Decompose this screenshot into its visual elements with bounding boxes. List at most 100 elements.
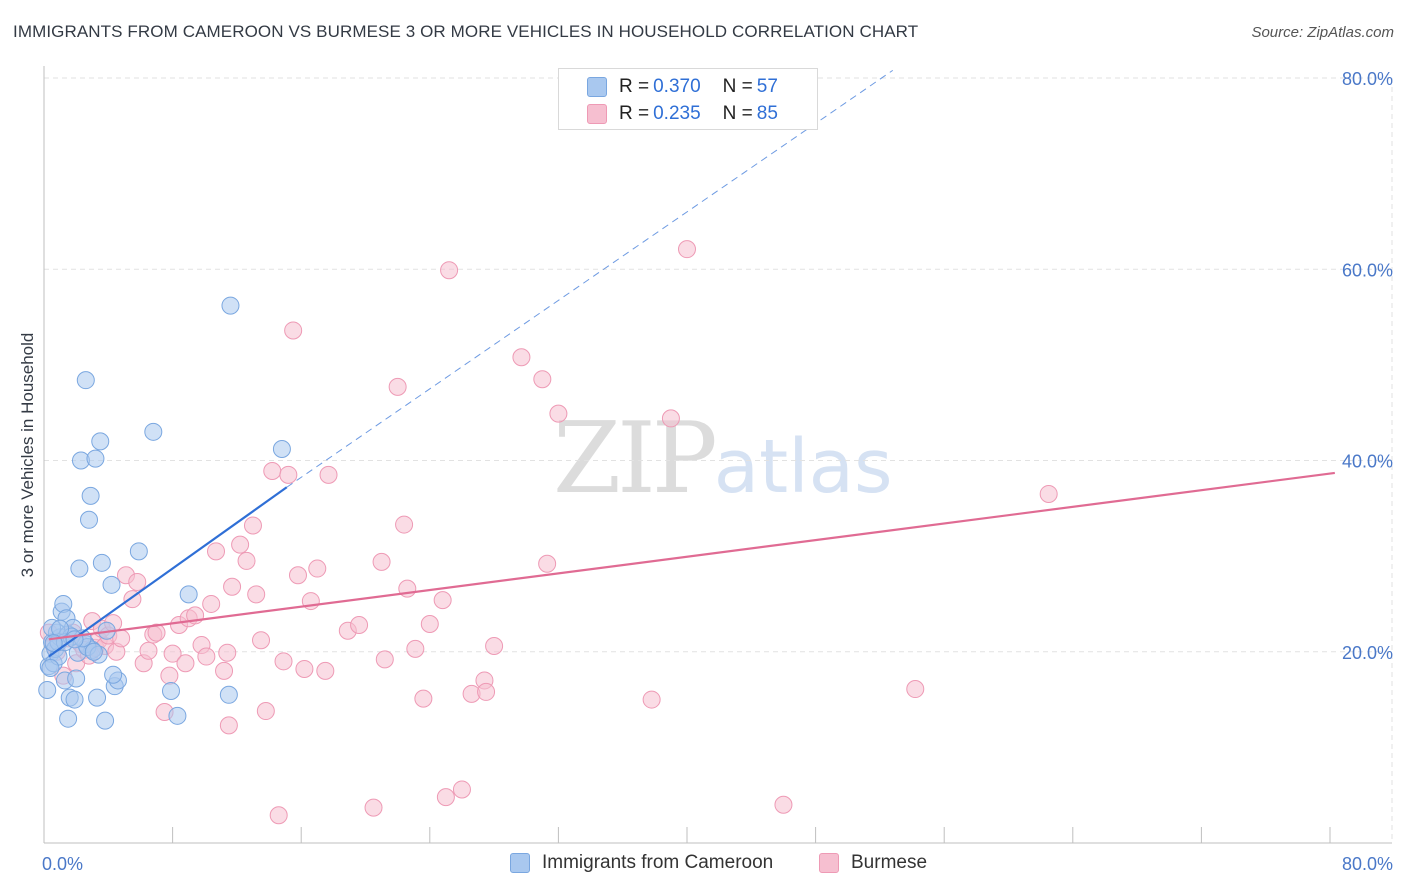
cameroon-legend-swatch (510, 853, 530, 873)
x-tick-label: 0.0% (42, 854, 83, 874)
burmese-point (160, 666, 179, 685)
r-label: R = (619, 103, 650, 124)
cameroon-point (221, 296, 240, 315)
series-legend-cameroon: Immigrants from Cameroon (510, 852, 773, 874)
cameroon-point (168, 706, 187, 725)
burmese-swatch (587, 104, 607, 124)
n-label: N = (722, 103, 753, 124)
x-tick-label: 80.0% (1342, 854, 1393, 874)
burmese-point (231, 535, 250, 554)
burmese-point (274, 652, 293, 671)
burmese-point (372, 552, 391, 571)
burmese-point (661, 409, 680, 428)
cameroon-point (219, 685, 238, 704)
burmese-point (440, 261, 459, 280)
burmese-point (433, 591, 452, 610)
chart-title: IMMIGRANTS FROM CAMEROON VS BURMESE 3 OR… (13, 22, 919, 41)
cameroon-r-value: 0.370 (653, 76, 701, 97)
cameroon-point (144, 422, 163, 441)
cameroon-trend-extension (286, 69, 894, 488)
watermark: ZIPatlas (553, 402, 893, 516)
burmese-point (218, 643, 237, 662)
burmese-point (395, 515, 414, 534)
y-tick-label: 60.0% (1342, 260, 1393, 280)
cameroon-point (91, 432, 110, 451)
cameroon-point (272, 440, 291, 459)
burmese-point (223, 577, 242, 596)
watermark-zip: ZIP (553, 402, 718, 516)
cameroon-point (96, 711, 115, 730)
burmese-point (678, 240, 696, 259)
burmese-point (906, 680, 925, 699)
cameroon-point (65, 690, 84, 709)
y-tick-label: 20.0% (1342, 643, 1393, 663)
cameroon-n-value: 57 (756, 76, 778, 97)
burmese-point (538, 554, 557, 573)
burmese-trend-line (48, 471, 1335, 641)
burmese-point (252, 631, 271, 650)
cameroon-point (81, 486, 100, 505)
burmese-point (284, 321, 303, 340)
burmese-point (316, 661, 335, 680)
cameroon-point (84, 642, 103, 661)
cameroon-point (59, 709, 78, 728)
burmese-point (237, 551, 256, 570)
burmese-point (774, 795, 793, 814)
stats-legend-row-cameroon: R = 0.370 N = 57 (587, 75, 778, 99)
burmese-legend-swatch (819, 853, 839, 873)
burmese-point (269, 806, 288, 825)
burmese-point (279, 465, 298, 484)
cameroon-swatch (587, 77, 607, 97)
stats-legend-row-burmese: R = 0.235 N = 85 (587, 102, 778, 126)
burmese-point (1039, 484, 1058, 503)
cameroon-point (70, 559, 89, 578)
burmese-point (176, 654, 195, 673)
burmese-point (642, 690, 661, 709)
burmese-point (420, 615, 439, 634)
source-label: Source: ZipAtlas.com (1251, 24, 1394, 41)
cameroon-point (80, 510, 99, 529)
y-tick-label: 40.0% (1342, 452, 1393, 472)
cameroon-point (179, 585, 198, 604)
burmese-point (197, 647, 216, 666)
burmese-point (247, 585, 266, 604)
cameroon-point (129, 542, 148, 561)
burmese-point (350, 615, 369, 634)
cameroon-point (76, 371, 95, 390)
cameroon-point (86, 449, 105, 468)
burmese-point (512, 348, 531, 367)
burmese-point (128, 572, 147, 591)
burmese-n-value: 85 (756, 103, 778, 124)
burmese-point (388, 377, 407, 396)
n-label: N = (722, 76, 753, 97)
burmese-point (139, 641, 158, 660)
cameroon-point (38, 681, 57, 699)
burmese-point (288, 566, 307, 585)
stats-legend: R = 0.370 N = 57 R = 0.235 N = 85 (558, 68, 818, 130)
cameroon-point (41, 659, 60, 678)
cameroon-point (104, 665, 123, 684)
burmese-point (147, 623, 166, 642)
burmese-point (452, 780, 471, 799)
burmese-point (406, 639, 425, 658)
burmese-point (256, 702, 275, 721)
cameroon-point (88, 688, 107, 707)
cameroon-legend-label: Immigrants from Cameroon (542, 852, 774, 873)
burmese-point (375, 650, 394, 669)
burmese-point (414, 689, 433, 708)
cameroon-point (67, 669, 86, 688)
burmese-point (364, 798, 383, 817)
burmese-legend-label: Burmese (851, 852, 928, 873)
burmese-point (295, 659, 314, 678)
burmese-point (215, 661, 234, 680)
watermark-atlas: atlas (713, 424, 893, 510)
series-legend-burmese: Burmese (819, 852, 927, 874)
burmese-point (263, 462, 282, 481)
burmese-point (477, 682, 496, 701)
burmese-point (319, 465, 338, 484)
burmese-point (308, 559, 327, 578)
burmese-r-value: 0.235 (653, 103, 701, 124)
burmese-point (219, 716, 238, 735)
burmese-point (436, 788, 455, 807)
